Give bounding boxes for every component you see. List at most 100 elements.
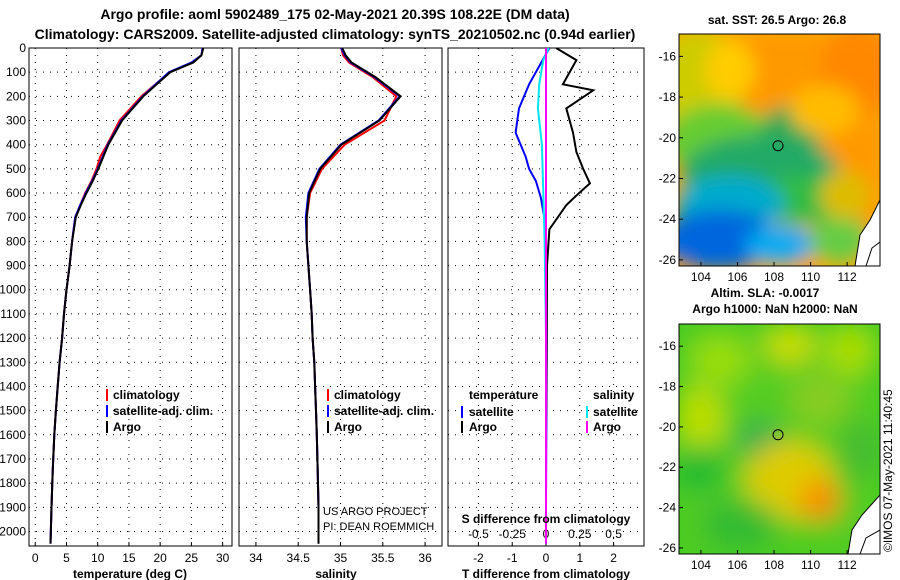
- salinity-line-argo: [305, 48, 403, 544]
- map-lat-tick-label: -24: [659, 212, 677, 226]
- salinity-line-climatology: [305, 48, 398, 544]
- legend-label-t-argo: Argo: [469, 420, 497, 434]
- temperature-x-tick-label: 5: [63, 551, 70, 565]
- depth-tick-label: 500: [6, 162, 26, 176]
- depth-tick-label: 1100: [0, 307, 26, 321]
- credit-text: ©IMOS 07-May-2021 11:40:45: [881, 389, 895, 552]
- map-lon-tick-label: 106: [727, 558, 747, 572]
- sst-map-field: [679, 34, 880, 266]
- project-annotation: US ARGO PROJECT: [323, 506, 428, 518]
- map-lon-tick-label: 108: [764, 558, 784, 572]
- difference-x-tick-label: 2: [610, 551, 617, 565]
- temperature-tick-labels: 0 5 10 15 20 25 30: [32, 551, 230, 565]
- s-difference-tick-label: 0.5: [605, 527, 622, 541]
- temperature-line-satellite-adj-clim-: [49, 48, 204, 544]
- legend-label-satellite: satellite-adj. clim.: [334, 404, 434, 418]
- salinity-x-tick-label: 35: [334, 551, 348, 565]
- figure-title-line2: Climatology: CARS2009. Satellite-adjuste…: [34, 26, 636, 42]
- depth-tick-label: 800: [6, 234, 26, 248]
- temperature-line-argo: [49, 48, 205, 544]
- temperature-x-tick-label: 30: [216, 551, 230, 565]
- salinity-series: [304, 48, 403, 544]
- argo-position-circle: [772, 140, 784, 152]
- s-difference-tick-label: 0.25: [568, 527, 592, 541]
- s-difference-tick-label: -0.25: [499, 527, 527, 541]
- depth-tick-label: 1800: [0, 476, 26, 490]
- temperature-xlabel: temperature (deg C): [73, 567, 187, 580]
- difference-x-tick-label: -2: [473, 551, 484, 565]
- difference-line-t-satellite: [514, 48, 551, 544]
- temperature-x-tick-label: 25: [185, 551, 199, 565]
- legend-label-argo: Argo: [113, 420, 141, 434]
- salinity-line-satellite-adj-clim-: [304, 48, 402, 544]
- depth-tick-label: 1600: [0, 428, 26, 442]
- map-lat-tick-label: -20: [659, 420, 677, 434]
- difference-legend-temperature: temperature satellite Argo: [461, 388, 539, 434]
- depth-tick-label: 1500: [0, 404, 26, 418]
- salinity-tick-labels: 34 34.5 35 35.5 36: [249, 551, 432, 565]
- depth-tick-label: 1300: [0, 355, 26, 369]
- map-lat-tick-label: -26: [659, 253, 677, 267]
- difference-line-t-argo: [545, 48, 596, 544]
- depth-tick-label: 600: [6, 186, 26, 200]
- legend-label-s-argo: Argo: [593, 420, 621, 434]
- difference-x-tick-label: 1: [576, 551, 583, 565]
- sla-argo-marker: [772, 429, 784, 441]
- map-lat-tick-label: -22: [659, 460, 677, 474]
- depth-tick-label: 2000: [0, 524, 26, 538]
- map-lat-tick-label: -22: [659, 171, 677, 185]
- map-lon-tick-label: 112: [838, 270, 857, 284]
- sla-map-field: [679, 324, 880, 554]
- sla-map-title1: Altim. SLA: -0.0017: [711, 286, 820, 300]
- difference-x-tick-label: 0: [543, 551, 550, 565]
- map-lat-tick-label: -20: [659, 131, 677, 145]
- map-lon-tick-label: 108: [764, 270, 784, 284]
- sla-map-title2: Argo h1000: NaN h2000: NaN: [692, 302, 857, 316]
- salinity-xlabel: salinity: [315, 567, 357, 580]
- difference-x-tick-label: -1: [507, 551, 518, 565]
- legend-heading-temperature: temperature: [469, 388, 539, 402]
- temperature-x-tick-label: 10: [91, 551, 105, 565]
- depth-tick-label: 400: [6, 138, 26, 152]
- temperature-legend: climatology satellite-adj. clim. Argo: [106, 388, 213, 434]
- map-lat-tick-label: -24: [659, 501, 677, 515]
- temperature-x-tick-label: 15: [122, 551, 136, 565]
- depth-tick-label: 1900: [0, 500, 26, 514]
- depth-tick-label: 1700: [0, 452, 26, 466]
- legend-label-climatology: climatology: [113, 388, 180, 402]
- map-lon-tick-label: 112: [838, 558, 857, 572]
- temperature-series: [49, 48, 205, 544]
- s-difference-tick-label: -0.5: [468, 527, 489, 541]
- figure-title-line1: Argo profile: aoml 5902489_175 02-May-20…: [100, 6, 570, 22]
- map-lat-tick-label: -16: [659, 49, 677, 63]
- depth-tick-label: 300: [6, 114, 26, 128]
- depth-tick-label: 700: [6, 210, 26, 224]
- map-lat-tick-label: -18: [659, 380, 677, 394]
- legend-label-t-satellite: satellite: [469, 405, 514, 419]
- depth-tick-label: 1400: [0, 379, 26, 393]
- salinity-grid: [239, 47, 442, 546]
- t-difference-xlabel: T difference from climatology: [462, 567, 630, 580]
- sla-map-frame: [678, 323, 881, 555]
- depth-tick-label: 200: [6, 89, 26, 103]
- map-lat-tick-label: -18: [659, 90, 677, 104]
- depth-tick-label: 900: [6, 259, 26, 273]
- legend-heading-salinity: salinity: [593, 388, 635, 402]
- map-lon-tick-label: 106: [727, 270, 747, 284]
- map-lon-tick-label: 104: [691, 270, 711, 284]
- temperature-x-tick-label: 20: [153, 551, 167, 565]
- depth-tick-label: 1000: [0, 283, 26, 297]
- legend-label-climatology: climatology: [334, 388, 401, 402]
- depth-tick-label: 100: [6, 65, 26, 79]
- map-lon-tick-label: 104: [691, 558, 711, 572]
- salinity-x-tick-label: 36: [418, 551, 432, 565]
- legend-label-s-satellite: satellite: [593, 405, 638, 419]
- difference-legend-salinity: salinity satellite Argo: [586, 388, 638, 434]
- sst-argo-marker: [772, 140, 784, 152]
- s-difference-xlabel: S difference from climatology: [462, 512, 631, 526]
- temperature-line-climatology: [49, 48, 204, 544]
- temperature-panel-frame: [28, 47, 233, 547]
- legend-label-satellite: satellite-adj. clim.: [113, 404, 213, 418]
- temperature-grid: [29, 47, 232, 546]
- argo-position-circle: [772, 429, 784, 441]
